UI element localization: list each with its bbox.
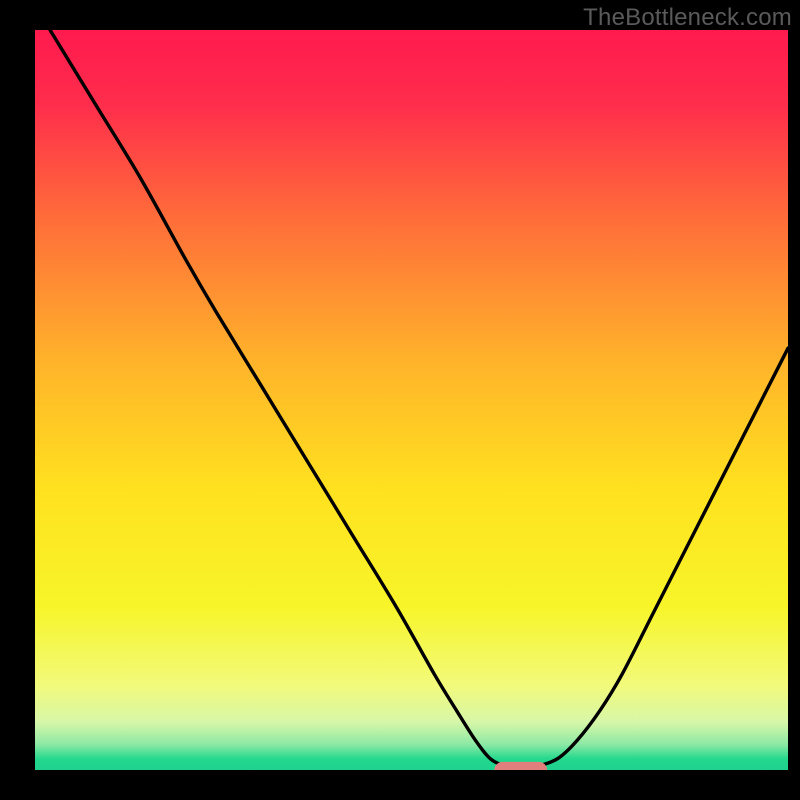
optimal-marker	[494, 762, 547, 770]
bottleneck-curve-chart	[35, 30, 788, 770]
watermark-text: TheBottleneck.com	[583, 4, 792, 32]
chart-frame: TheBottleneck.com	[0, 0, 800, 800]
gradient-background	[35, 30, 788, 770]
chart-plot-area	[35, 30, 788, 770]
